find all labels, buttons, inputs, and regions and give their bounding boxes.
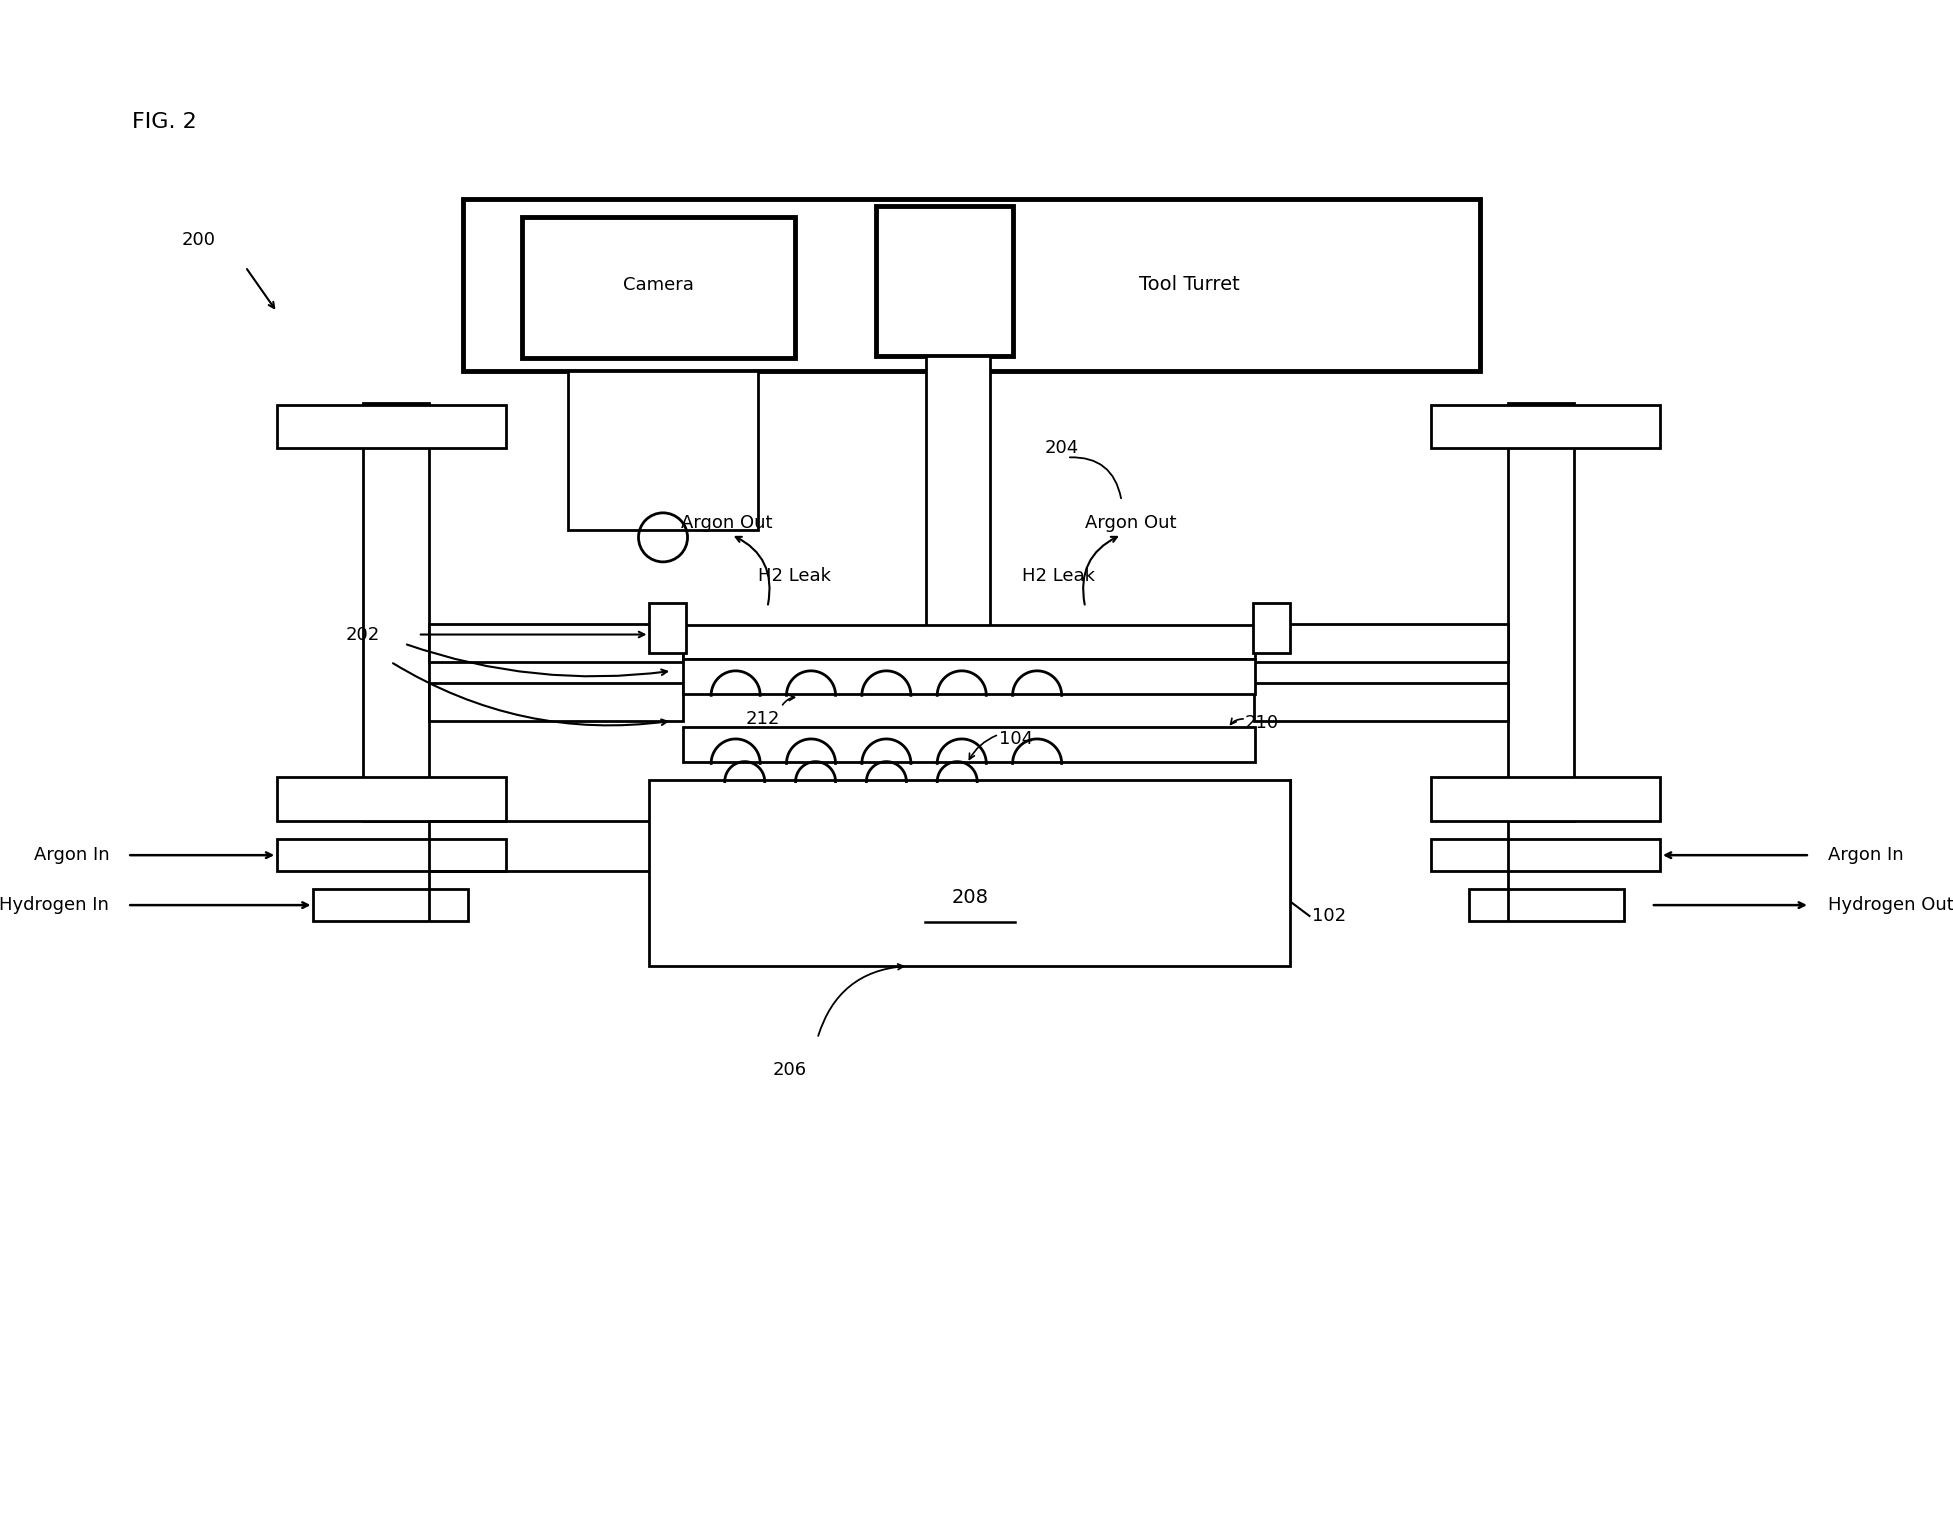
Bar — [430, 624, 684, 662]
Bar — [1254, 602, 1289, 653]
Text: 202: 202 — [346, 625, 379, 644]
Bar — [277, 839, 506, 871]
Bar — [684, 659, 1256, 694]
Text: Argon Out: Argon Out — [1086, 515, 1176, 531]
Bar — [877, 206, 1012, 356]
Text: 208: 208 — [951, 888, 988, 908]
Bar — [1432, 839, 1660, 871]
Bar — [363, 402, 430, 820]
Text: H2 Leak: H2 Leak — [758, 567, 832, 585]
Bar — [1469, 889, 1623, 920]
Bar — [430, 682, 684, 720]
Bar — [1432, 777, 1660, 820]
Text: Hydrogen Out: Hydrogen Out — [1828, 895, 1953, 914]
Bar — [650, 602, 686, 653]
Text: Argon In: Argon In — [33, 846, 109, 865]
Bar — [684, 727, 1256, 762]
Text: 212: 212 — [746, 710, 779, 728]
Bar — [1254, 624, 1508, 662]
Text: H2 Leak: H2 Leak — [1021, 567, 1094, 585]
Bar — [1254, 682, 1508, 720]
Bar — [1432, 406, 1660, 449]
Bar — [684, 625, 1256, 659]
Bar — [650, 780, 1289, 966]
Bar — [277, 777, 506, 820]
Bar — [521, 217, 795, 358]
Text: 200: 200 — [182, 230, 215, 249]
Bar — [926, 356, 990, 676]
Text: Argon Out: Argon Out — [682, 515, 771, 531]
Bar — [312, 889, 469, 920]
Bar — [277, 406, 506, 449]
Text: 206: 206 — [773, 1061, 807, 1080]
Bar — [1508, 402, 1574, 820]
Bar — [568, 372, 758, 530]
Text: 204: 204 — [1045, 439, 1078, 458]
Bar — [463, 198, 1480, 372]
Text: Argon In: Argon In — [1828, 846, 1904, 865]
Text: Camera: Camera — [623, 276, 693, 293]
Text: FIG. 2: FIG. 2 — [133, 112, 197, 132]
Text: Hydrogen In: Hydrogen In — [0, 895, 109, 914]
Text: Tool Turret: Tool Turret — [1139, 275, 1240, 295]
Text: 210: 210 — [1244, 714, 1279, 731]
Text: 102: 102 — [1312, 906, 1346, 925]
Text: 104: 104 — [1000, 730, 1033, 748]
